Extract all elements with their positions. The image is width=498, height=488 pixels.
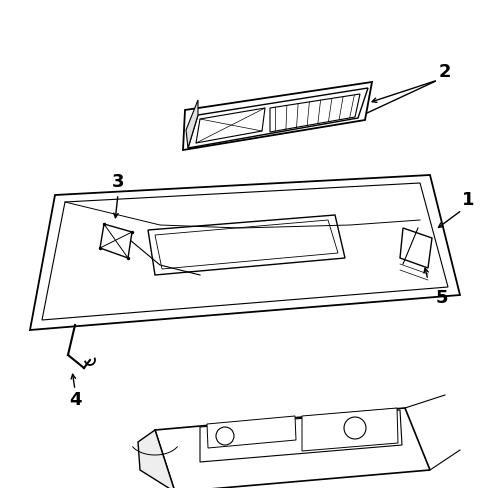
- Polygon shape: [155, 408, 430, 488]
- Text: 3: 3: [112, 173, 124, 191]
- Polygon shape: [183, 82, 372, 150]
- Polygon shape: [196, 108, 265, 143]
- Text: 4: 4: [69, 391, 81, 409]
- Polygon shape: [192, 90, 362, 145]
- Text: 1: 1: [462, 191, 474, 209]
- Text: 2: 2: [439, 63, 451, 81]
- Polygon shape: [207, 416, 296, 448]
- Polygon shape: [138, 430, 175, 488]
- Polygon shape: [188, 88, 368, 148]
- Polygon shape: [400, 228, 432, 268]
- Polygon shape: [200, 410, 402, 462]
- Polygon shape: [270, 94, 360, 132]
- Polygon shape: [302, 408, 398, 451]
- Text: 5: 5: [436, 289, 448, 307]
- Polygon shape: [148, 215, 345, 275]
- Polygon shape: [30, 175, 460, 330]
- Polygon shape: [100, 224, 132, 258]
- Polygon shape: [186, 100, 198, 148]
